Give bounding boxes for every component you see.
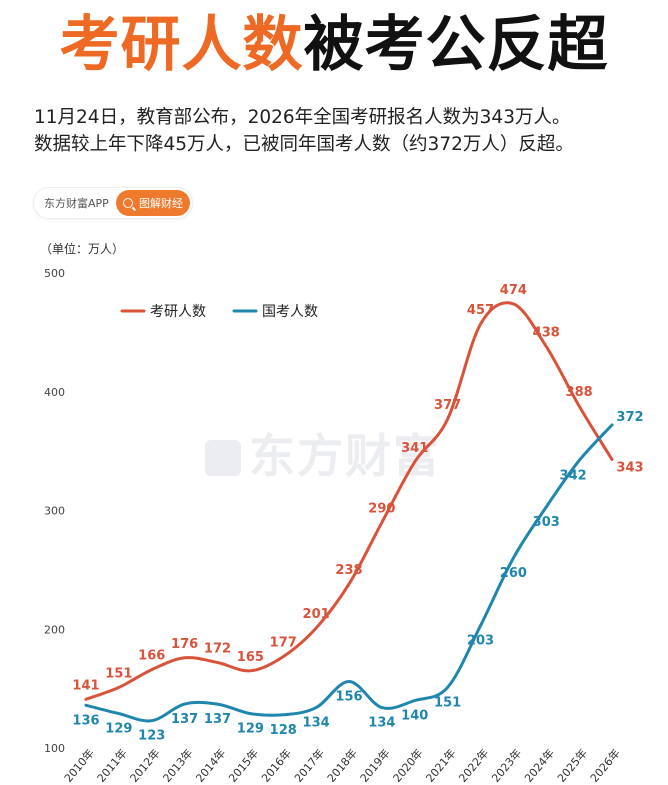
brand-badge[interactable]: 东方财富APP 图解财经 (34, 188, 192, 218)
title-rest: 被考公反超 (303, 10, 609, 80)
data-label: 156 (335, 690, 362, 705)
x-tick-label: 2018年 (324, 746, 360, 785)
data-label: 165 (237, 650, 264, 665)
watermark: 东方财富 (205, 420, 441, 486)
x-tick-label: 2019年 (357, 746, 393, 785)
x-tick-label: 2026年 (587, 746, 623, 785)
data-label: 201 (303, 607, 330, 622)
data-label: 141 (72, 678, 99, 693)
x-tick-label: 2023年 (488, 746, 524, 785)
y-axis: 100 200 300 400 500 (44, 267, 65, 755)
data-label: 172 (204, 642, 231, 657)
data-label: 457 (467, 303, 494, 318)
data-label: 290 (368, 501, 395, 516)
x-tick-label: 2014年 (193, 746, 229, 785)
data-label: 372 (616, 410, 643, 425)
data-label: 177 (270, 636, 297, 651)
x-tick-label: 2013年 (160, 746, 196, 785)
y-unit-label: （单位：万人） (40, 242, 125, 256)
series-line-kaoyan (84, 301, 614, 701)
data-label: 166 (138, 649, 165, 664)
data-label: 341 (401, 441, 428, 456)
x-tick-label: 2012年 (127, 746, 163, 785)
x-tick-label: 2015年 (225, 746, 261, 785)
title-accent: 考研人数 (59, 10, 304, 80)
data-label: 176 (171, 637, 198, 652)
y-tick-label: 300 (44, 505, 65, 518)
data-labels: 141 151 166 176 172 165 177 201 238 290 341 377 457 4… (72, 283, 643, 744)
data-label: 342 (560, 469, 587, 484)
data-label: 438 (533, 326, 560, 341)
summary-line-2: 数据较上年下降45万人，已被同年国考人数（约372万人）反超。 (34, 134, 574, 155)
legend-label: 国考人数 (262, 304, 318, 320)
page-title: 考研人数被考公反超 (60, 15, 609, 75)
data-label: 377 (434, 398, 461, 413)
x-tick-label: 2021年 (423, 746, 459, 785)
x-axis: 2010年2011年2012年2013年2014年2015年2016年2017年… (61, 746, 623, 785)
brand-name: 东方财富APP (44, 197, 109, 210)
y-tick-label: 500 (44, 267, 65, 280)
legend: 考研人数 国考人数 (120, 304, 318, 320)
data-label: 136 (72, 713, 99, 728)
x-tick-label: 2017年 (291, 746, 327, 785)
data-label: 151 (434, 695, 461, 710)
x-tick-label: 2011年 (94, 746, 130, 785)
data-label: 238 (335, 563, 362, 578)
y-tick-label: 200 (44, 623, 65, 636)
headline: 考研人数被考公反超 (0, 4, 668, 86)
legend-label: 考研人数 (150, 304, 206, 320)
data-label: 137 (204, 712, 231, 727)
data-label: 151 (105, 666, 132, 681)
watermark-logo-icon (205, 440, 241, 476)
data-label: 388 (566, 385, 593, 400)
search-icon (123, 198, 133, 208)
series-line-guokao (84, 423, 614, 723)
x-tick-label: 2025年 (554, 746, 590, 785)
data-label: 343 (616, 460, 643, 475)
data-label: 134 (368, 716, 395, 731)
data-label: 128 (270, 723, 297, 738)
y-tick-label: 400 (44, 386, 65, 399)
data-label: 474 (500, 283, 527, 298)
summary-text: 11月24日，教育部公布，2026年全国考研报名人数为343万人。 数据较上年下… (34, 104, 644, 158)
data-label: 137 (171, 712, 198, 727)
x-tick-label: 2024年 (521, 746, 557, 785)
data-label: 203 (467, 634, 494, 649)
summary-line-1: 11月24日，教育部公布，2026年全国考研报名人数为343万人。 (34, 107, 571, 128)
data-label: 129 (105, 722, 132, 737)
x-tick-label: 2022年 (456, 746, 492, 785)
x-tick-label: 2010年 (61, 746, 97, 785)
series-lines (84, 301, 614, 723)
brand-tag-label: 图解财经 (139, 197, 183, 210)
data-label: 140 (401, 709, 428, 724)
data-label: 134 (303, 716, 330, 731)
data-label: 260 (500, 566, 527, 581)
data-label: 303 (533, 515, 560, 530)
y-tick-label: 100 (44, 742, 65, 755)
x-tick-label: 2020年 (390, 746, 426, 785)
data-label: 129 (237, 722, 264, 737)
data-label: 123 (138, 729, 165, 744)
x-tick-label: 2016年 (258, 746, 294, 785)
brand-tag-button[interactable]: 图解财经 (116, 190, 190, 216)
